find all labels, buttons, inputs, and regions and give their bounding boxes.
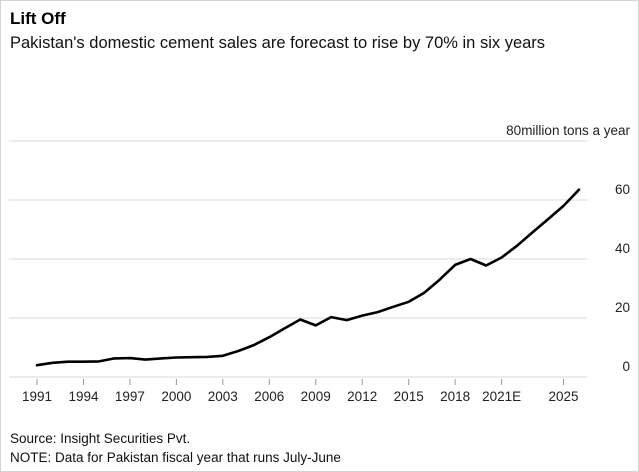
x-tick-label: 2000 <box>161 389 191 404</box>
y-tick-label: 20 <box>615 300 630 315</box>
x-axis-labels: 1991 1994 1997 2000 2003 2006 2009 2012 2015 2018… <box>22 389 579 404</box>
x-tick-label: 1994 <box>68 389 99 404</box>
chart-subtitle: Pakistan's domestic cement sales are for… <box>10 34 546 52</box>
x-tick-label: 2003 <box>208 389 238 404</box>
x-tick-label: 2025 <box>548 389 578 404</box>
x-axis-ticks <box>36 379 564 385</box>
line-chart: 0 20 40 60 80million tons a year 1991 1994 1997… <box>9 123 630 404</box>
gridlines <box>9 140 587 378</box>
x-tick-label: 2012 <box>347 389 377 404</box>
y-tick-label: 60 <box>615 182 630 197</box>
x-tick-label: 1991 <box>22 389 52 404</box>
chart-area: 0 20 40 60 80million tons a year 1991 1994 1997… <box>9 109 632 429</box>
y-axis-labels: 0 20 40 60 80million tons a year <box>506 123 630 374</box>
x-tick-label: 2021E <box>482 389 521 404</box>
page-title: Lift Off <box>10 9 66 28</box>
y-tick-label: 80million tons a year <box>506 123 630 138</box>
x-tick-label: 2006 <box>254 389 284 404</box>
cement-sales-line <box>35 188 581 367</box>
x-tick-label: 2015 <box>394 389 424 404</box>
source-note: Source: Insight Securities Pvt. <box>10 431 191 446</box>
y-tick-label: 0 <box>622 359 630 374</box>
x-tick-label: 2009 <box>301 389 331 404</box>
fiscal-year-note: NOTE: Data for Pakistan fiscal year that… <box>10 449 341 465</box>
x-tick-label: 2018 <box>440 389 470 404</box>
chart-footer: Source: Insight Securities Pvt. NOTE: Da… <box>10 430 341 467</box>
y-tick-label: 40 <box>615 241 630 256</box>
x-tick-label: 1997 <box>115 389 145 404</box>
